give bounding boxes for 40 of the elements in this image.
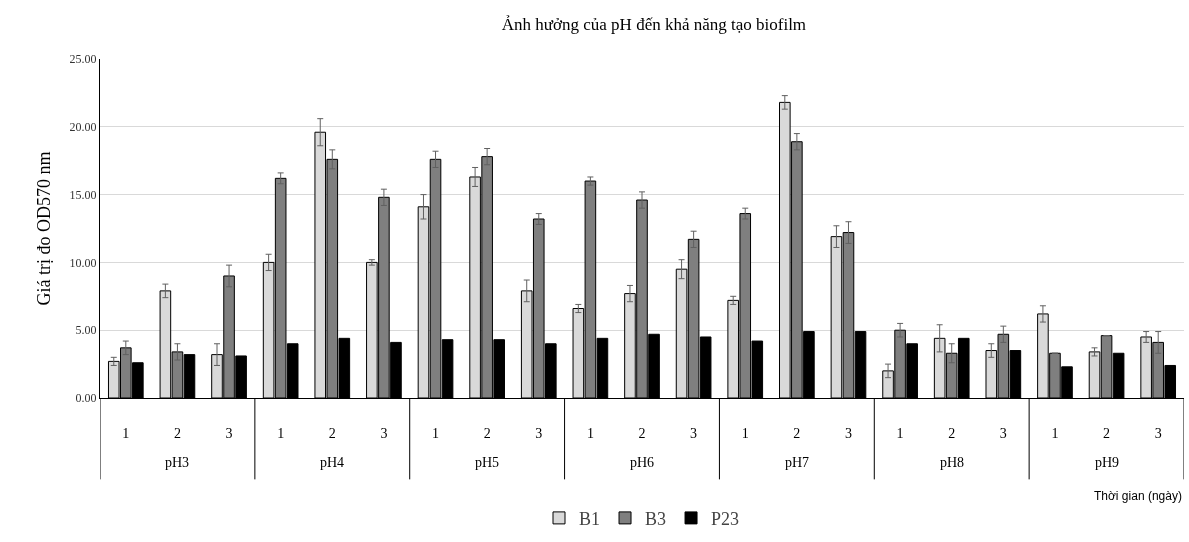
x-tick-label: 2	[793, 425, 801, 441]
text: pH4	[320, 455, 345, 470]
x-tick-label: 3	[999, 425, 1007, 441]
x-axis-title: Thời gian (ngày)	[1094, 489, 1182, 503]
text: pH3	[165, 455, 190, 470]
y-tick-label: 10.00	[69, 255, 97, 270]
x-tick-label: 3	[1154, 425, 1162, 441]
legend-label: B1	[579, 508, 601, 529]
legend-label: B3	[645, 508, 667, 529]
y-tick-label: 25.00	[69, 52, 97, 67]
chart-title: Ảnh hưởng của pH đến khả năng tạo biofilm	[501, 15, 807, 35]
text: pH8	[940, 455, 965, 470]
text: pH9	[1095, 455, 1120, 470]
x-tick-label: 3	[225, 425, 233, 441]
legend-label: P23	[711, 508, 740, 529]
x-tick-label: 3	[690, 425, 698, 441]
x-tick-label: 3	[535, 425, 543, 441]
y-tick-label: 15.00	[69, 187, 97, 202]
x-tick-label: 2	[328, 425, 336, 441]
x-tick-label: 1	[122, 425, 130, 441]
x-tick-label: 2	[638, 425, 646, 441]
x-tick-label: 3	[844, 425, 852, 441]
y-tick-label: 5.00	[75, 323, 97, 338]
text: pH6	[630, 455, 655, 470]
x-tick-label: 2	[483, 425, 491, 441]
x-tick-label: 1	[586, 425, 594, 441]
x-tick-label: 2	[173, 425, 181, 441]
y-tick-label: 20.00	[69, 120, 97, 134]
y-tick-label: 0.00	[75, 391, 97, 406]
x-tick-label: 2	[1103, 425, 1111, 441]
y-axis-title: Giá trị đo OD570 nm	[33, 151, 54, 306]
x-tick-label: 1	[896, 425, 904, 441]
x-tick-label: 2	[948, 425, 956, 441]
text: pH7	[785, 455, 810, 470]
x-tick-label: 3	[380, 425, 388, 441]
text: pH5	[475, 455, 500, 470]
x-tick-label: 1	[1051, 425, 1059, 441]
x-tick-label: 1	[741, 425, 749, 441]
x-tick-label: 1	[277, 425, 285, 441]
x-tick-label: 1	[432, 425, 440, 441]
